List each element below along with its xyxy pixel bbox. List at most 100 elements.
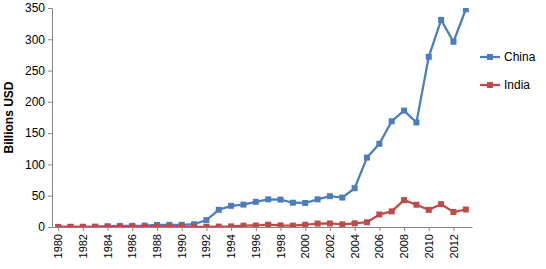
- chart: 0501001502002503003501980198219841986198…: [0, 0, 546, 269]
- series-marker: [302, 222, 308, 227]
- series-marker: [129, 224, 135, 227]
- series-marker: [154, 224, 160, 227]
- x-axis-line: [53, 227, 473, 228]
- x-tick-mark: [132, 227, 133, 231]
- series: [55, 8, 469, 227]
- x-tick-mark: [453, 227, 454, 231]
- legend-label: India: [504, 78, 530, 92]
- series-marker: [401, 108, 407, 114]
- series-line: [58, 9, 466, 227]
- series-marker: [240, 202, 246, 208]
- x-tick-label: 2004: [349, 234, 361, 258]
- y-tick: 200: [25, 95, 52, 109]
- series-marker: [389, 208, 395, 214]
- x-tick-mark: [330, 227, 331, 231]
- series-marker: [302, 200, 308, 206]
- series-marker: [265, 196, 271, 202]
- series-marker: [80, 224, 86, 227]
- series-marker: [450, 209, 456, 215]
- x-tick: 2000: [299, 227, 311, 258]
- series-marker: [364, 219, 370, 225]
- series-marker: [413, 202, 419, 208]
- legend-item: China: [480, 50, 536, 64]
- y-tick: 350: [25, 1, 52, 15]
- x-tick-label: 1988: [151, 234, 163, 258]
- x-tick-label: 2006: [373, 234, 385, 258]
- y-tick: 150: [25, 126, 52, 140]
- series-marker: [216, 224, 222, 227]
- x-tick: 2002: [324, 227, 336, 258]
- x-axis: 1980198219841986198819901992199419961998…: [52, 227, 472, 258]
- series-marker: [68, 224, 74, 227]
- series-marker: [55, 224, 61, 227]
- series-marker: [228, 223, 234, 227]
- y-tick-mark: [48, 102, 52, 103]
- x-tick-mark: [355, 227, 356, 231]
- y-tick: 50: [32, 189, 52, 203]
- legend-marker: [487, 54, 493, 60]
- y-axis-line: [52, 9, 53, 228]
- y-tick-label: 50: [32, 189, 46, 203]
- legend: China India: [480, 50, 536, 92]
- series-marker: [92, 224, 98, 227]
- x-tick-label: 1992: [200, 234, 212, 258]
- series-marker: [253, 199, 259, 205]
- y-tick-mark: [48, 39, 52, 40]
- x-tick: 1994: [225, 227, 237, 258]
- x-tick-label: 1980: [52, 234, 64, 258]
- x-tick: 2006: [373, 227, 385, 258]
- x-tick-label: 1994: [225, 234, 237, 258]
- y-tick-label: 100: [25, 158, 45, 172]
- x-tick: 2010: [423, 227, 435, 258]
- x-tick-mark: [108, 227, 109, 231]
- x-tick-label: 1998: [275, 234, 287, 258]
- series-marker: [216, 207, 222, 213]
- plot: 0501001502002503003501980198219841986198…: [25, 1, 473, 258]
- series-marker: [450, 39, 456, 45]
- x-tick-label: 2002: [324, 234, 336, 258]
- x-tick-label: 1984: [102, 234, 114, 258]
- series-marker: [92, 224, 98, 227]
- marks: [55, 8, 469, 227]
- y-tick-mark: [48, 196, 52, 197]
- x-tick: 2004: [349, 227, 361, 258]
- series-marker: [105, 223, 111, 227]
- x-tick-mark: [83, 227, 84, 231]
- x-tick-mark: [231, 227, 232, 231]
- series-marker: [240, 223, 246, 227]
- x-tick: 1982: [77, 227, 89, 258]
- x-tick-mark: [182, 227, 183, 231]
- x-tick-label: 2012: [447, 234, 459, 258]
- series-marker: [463, 206, 469, 212]
- x-tick: 1992: [200, 227, 212, 258]
- series-marker: [179, 224, 185, 227]
- series-marker: [438, 201, 444, 207]
- x-tick: 1990: [176, 227, 188, 258]
- x-tick: 1998: [275, 227, 287, 258]
- series-marker: [339, 195, 345, 201]
- x-tick-label: 2010: [423, 234, 435, 258]
- series-marker: [55, 224, 61, 227]
- x-tick-label: 1986: [126, 234, 138, 258]
- series-marker: [376, 211, 382, 217]
- series-marker: [315, 196, 321, 202]
- x-tick: 1980: [52, 227, 64, 258]
- y-tick: 0: [38, 220, 52, 234]
- y-tick-mark: [48, 133, 52, 134]
- series-marker: [463, 8, 469, 12]
- x-tick-mark: [379, 227, 380, 231]
- y-tick-label: 150: [25, 126, 45, 140]
- y-tick-label: 200: [25, 95, 45, 109]
- x-tick-mark: [404, 227, 405, 231]
- y-tick: 100: [25, 158, 52, 172]
- series-marker: [68, 224, 74, 227]
- series-marker: [290, 200, 296, 206]
- x-tick-mark: [256, 227, 257, 231]
- x-tick-mark: [429, 227, 430, 231]
- legend-label: China: [504, 50, 536, 64]
- series-marker: [228, 203, 234, 209]
- y-tick-mark: [48, 164, 52, 165]
- x-tick-mark: [157, 227, 158, 231]
- series-marker: [364, 155, 370, 161]
- series-marker: [376, 141, 382, 147]
